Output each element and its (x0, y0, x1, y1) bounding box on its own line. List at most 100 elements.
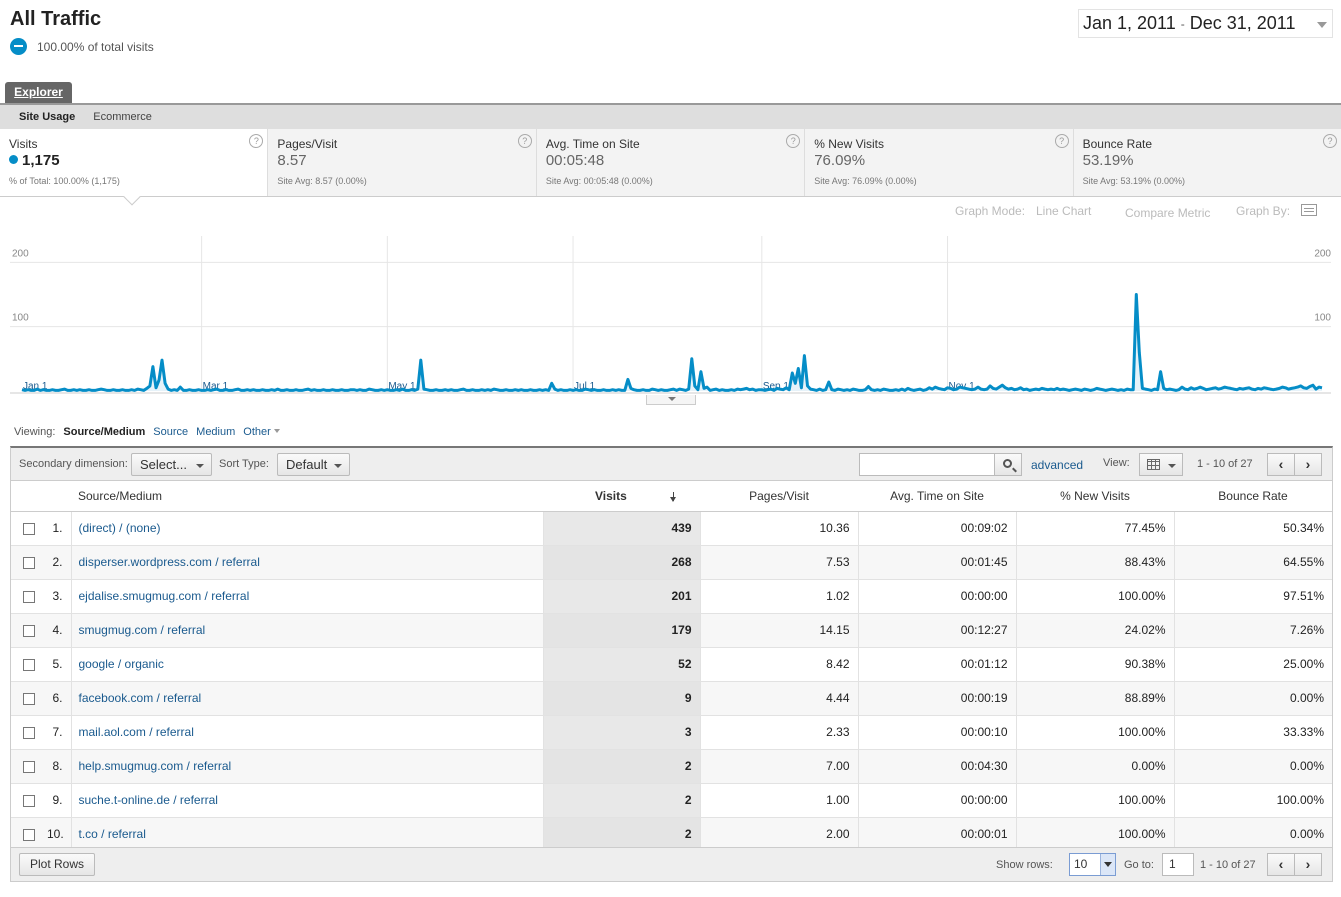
metric-avg-time[interactable]: Avg. Time on Site 00:05:48 Site Avg: 00:… (536, 129, 806, 196)
advanced-filter-link[interactable]: advanced (1031, 458, 1084, 472)
source-medium-link[interactable]: disperser.wordpress.com / referral (78, 555, 260, 569)
data-table: Source/Medium Visits Pages/Visit Avg. Ti… (11, 481, 1332, 852)
row-checkbox[interactable] (23, 726, 35, 739)
table-row[interactable]: 3. ejdalise.smugmug.com / referral 201 1.02… (11, 579, 1332, 614)
help-icon[interactable]: ? (1323, 134, 1338, 148)
y-tick-label-left: 100 (12, 313, 29, 324)
row-avg-time: 00:01:45 (857, 545, 1016, 580)
row-source-medium[interactable]: mail.aol.com / referral (70, 715, 543, 750)
row-checkbox[interactable] (23, 760, 35, 773)
help-icon[interactable]: ? (1054, 134, 1069, 148)
row-source-medium[interactable]: (direct) / (none) (70, 511, 543, 546)
row-new-visits: 100.00% (1015, 715, 1174, 750)
row-checkbox[interactable] (23, 624, 35, 637)
header-source-medium[interactable]: Source/Medium (71, 481, 543, 512)
graph-mode-value[interactable]: Line Chart (1036, 204, 1092, 218)
y-tick-label-left: 200 (12, 248, 29, 259)
row-checkbox-cell (11, 613, 47, 648)
row-checkbox[interactable] (23, 692, 35, 705)
table-search-input[interactable] (859, 453, 995, 476)
row-checkbox[interactable] (23, 556, 35, 569)
prev-page-button[interactable]: ‹ (1267, 453, 1295, 476)
metric-visits[interactable]: Visits 1,175 % of Total: 100.00% (1,175)… (0, 129, 269, 206)
series-color-icon (9, 155, 18, 164)
metric-pages-visit[interactable]: Pages/Visit 8.57 Site Avg: 8.57 (0.00%) … (268, 129, 537, 196)
goto-page-input[interactable]: 1 (1162, 853, 1194, 876)
table-row[interactable]: 10. t.co / referral 2 2.00 00:00:01 100.00% 0.… (11, 817, 1332, 852)
viewing-source[interactable]: Source (153, 426, 189, 438)
header-new-visits[interactable]: % New Visits (1016, 481, 1174, 512)
metric-new-visits[interactable]: % New Visits 76.09% Site Avg: 76.09% (0.… (805, 129, 1074, 196)
row-bounce-rate: 97.51% (1173, 579, 1332, 614)
row-source-medium[interactable]: ejdalise.smugmug.com / referral (70, 579, 543, 614)
row-source-medium[interactable]: suche.t-online.de / referral (70, 783, 543, 818)
chevron-down-icon (273, 429, 280, 433)
segment-text: 100.00% of total visits (37, 39, 154, 54)
row-checkbox[interactable] (23, 522, 35, 535)
compare-metric[interactable]: Compare Metric (1125, 206, 1211, 220)
tab-explorer[interactable]: Explorer (5, 82, 72, 103)
row-source-medium[interactable]: facebook.com / referral (70, 681, 543, 716)
row-checkbox[interactable] (23, 658, 35, 671)
table-row[interactable]: 8. help.smugmug.com / referral 2 7.00 00:04:… (11, 749, 1332, 784)
table-row[interactable]: 1. (direct) / (none) 439 10.36 00:09:02 77.45… (11, 511, 1332, 546)
visits-chart: 200 200 100 100 Jan 1 Mar 1 May 1 Jul 1 Sep 1 Nov… (0, 230, 1341, 406)
source-medium-link[interactable]: smugmug.com / referral (78, 623, 206, 637)
header-avg-time[interactable]: Avg. Time on Site (858, 481, 1016, 512)
source-medium-link[interactable]: mail.aol.com / referral (78, 725, 194, 739)
help-icon[interactable]: ? (517, 134, 532, 148)
header-bounce-rate[interactable]: Bounce Rate (1174, 481, 1332, 512)
row-source-medium[interactable]: help.smugmug.com / referral (70, 749, 543, 784)
plot-rows-button[interactable]: Plot Rows (19, 853, 96, 876)
header-pages-visit[interactable]: Pages/Visit (700, 481, 858, 512)
table-row[interactable]: 2. disperser.wordpress.com / referral 268 7… (11, 545, 1332, 580)
sort-type-select[interactable]: Default (277, 453, 350, 476)
date-start: Jan 1, 2011 (1083, 13, 1176, 33)
footer-next-page-button[interactable]: › (1294, 853, 1322, 876)
source-medium-link[interactable]: (direct) / (none) (78, 521, 161, 535)
data-table-panel: Secondary dimension: Select... Sort Type… (10, 446, 1333, 882)
row-source-medium[interactable]: google / organic (70, 647, 543, 682)
subtab-site-usage[interactable]: Site Usage (19, 111, 76, 123)
row-checkbox[interactable] (23, 794, 35, 807)
table-row[interactable]: 4. smugmug.com / referral 179 14.15 00:12:27… (11, 613, 1332, 648)
source-medium-link[interactable]: google / organic (78, 657, 164, 671)
row-checkbox-cell (11, 647, 47, 682)
viewing-other[interactable]: Other (243, 426, 280, 438)
date-range-picker[interactable]: Jan 1, 2011 - Dec 31, 2011 (1078, 9, 1333, 38)
source-medium-link[interactable]: t.co / referral (78, 827, 146, 841)
help-icon[interactable]: ? (786, 134, 801, 148)
table-row[interactable]: 6. facebook.com / referral 9 4.44 00:00:19 88… (11, 681, 1332, 716)
table-row[interactable]: 9. suche.t-online.de / referral 2 1.00 00:00… (11, 783, 1332, 818)
search-button[interactable] (994, 453, 1022, 476)
chart-collapse-toggle[interactable] (646, 395, 696, 405)
footer-prev-page-button[interactable]: ‹ (1267, 853, 1295, 876)
row-checkbox[interactable] (23, 828, 35, 841)
help-icon[interactable]: ? (249, 134, 264, 148)
row-checkbox-cell (11, 681, 47, 716)
metric-bounce-rate[interactable]: Bounce Rate 53.19% Site Avg: 53.19% (0.0… (1073, 129, 1341, 196)
chevron-down-icon (1100, 854, 1115, 875)
table-row[interactable]: 5. google / organic 52 8.42 00:01:12 90.38% 25… (11, 647, 1332, 682)
segment-pie-icon[interactable] (10, 38, 27, 55)
secondary-dimension-select[interactable]: Select... (131, 453, 212, 476)
subtab-ecommerce[interactable]: Ecommerce (93, 111, 152, 123)
header-visits[interactable]: Visits (543, 481, 700, 512)
table-footer: Plot Rows Show rows: 10 Go to: 1 1 - 10 … (11, 847, 1332, 881)
row-source-medium[interactable]: t.co / referral (70, 817, 543, 852)
view-type-select[interactable] (1139, 453, 1183, 476)
viewing-medium[interactable]: Medium (196, 426, 236, 438)
show-rows-select[interactable]: 10 (1069, 853, 1116, 876)
row-source-medium[interactable]: smugmug.com / referral (70, 613, 543, 648)
source-medium-link[interactable]: help.smugmug.com / referral (78, 759, 232, 773)
row-checkbox[interactable] (23, 590, 35, 603)
chevron-down-icon (1168, 464, 1176, 468)
source-medium-link[interactable]: suche.t-online.de / referral (78, 793, 218, 807)
source-medium-link[interactable]: facebook.com / referral (78, 691, 202, 705)
graph-by-icon[interactable] (1301, 204, 1317, 216)
table-row[interactable]: 7. mail.aol.com / referral 3 2.33 00:00:10 10… (11, 715, 1332, 750)
metric-value: 00:05:48 (545, 152, 605, 169)
next-page-button[interactable]: › (1294, 453, 1322, 476)
row-source-medium[interactable]: disperser.wordpress.com / referral (70, 545, 543, 580)
source-medium-link[interactable]: ejdalise.smugmug.com / referral (78, 589, 250, 603)
